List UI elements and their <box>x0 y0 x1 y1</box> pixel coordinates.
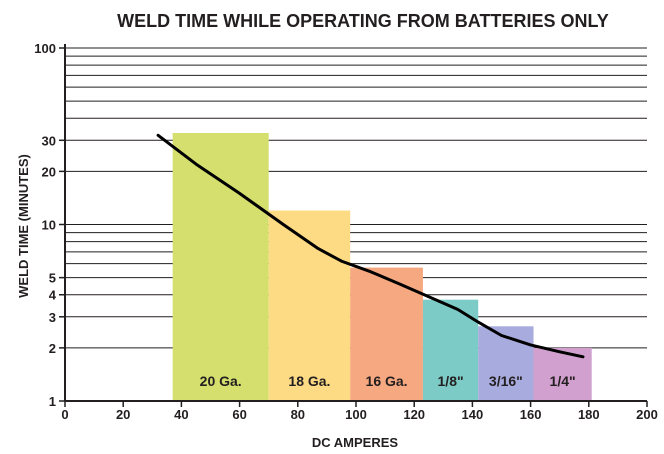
x-tick-label-200: 200 <box>636 407 658 422</box>
grid-layer <box>65 47 647 349</box>
x-tick-label-160: 160 <box>520 407 542 422</box>
x-tick-label-140: 140 <box>462 407 484 422</box>
bar-label-4: 1/8" <box>438 373 464 389</box>
bar-1 <box>172 132 269 401</box>
y-tick-label-4: 4 <box>49 288 57 303</box>
bar-label-6: 1/4" <box>550 373 576 389</box>
x-tick-label-20: 20 <box>116 407 130 422</box>
y-tick-label-1: 1 <box>49 394 56 409</box>
bar-label-1: 20 Ga. <box>200 373 242 389</box>
x-tick-label-40: 40 <box>174 407 188 422</box>
y-tick-label-30: 30 <box>42 133 56 148</box>
x-tick-label-100: 100 <box>345 407 367 422</box>
axis-layer: 0 20 40 60 80 100 120 140 160 180 200 1 2 3 4 5 10 20 30 10… <box>34 41 658 422</box>
x-tick-label-180: 180 <box>578 407 600 422</box>
bar-label-3: 16 Ga. <box>366 373 408 389</box>
x-tick-label-80: 80 <box>291 407 305 422</box>
chart-title: WELD TIME WHILE OPERATING FROM BATTERIES… <box>117 11 609 31</box>
y-axis-label: WELD TIME (MINUTES) <box>16 154 31 298</box>
line-layer <box>156 133 585 359</box>
series-line-1 <box>156 133 585 359</box>
bar-label-2: 18 Ga. <box>288 373 330 389</box>
y-tick-label-2: 2 <box>49 341 56 356</box>
y-tick-label-3: 3 <box>49 310 56 325</box>
y-tick-label-5: 5 <box>49 271 56 286</box>
y-tick-label-20: 20 <box>42 164 56 179</box>
y-tick-label-10: 10 <box>42 218 56 233</box>
bar-label-5: 3/16" <box>489 373 523 389</box>
x-axis-label: DC AMPERES <box>312 435 399 450</box>
x-tick-label-0: 0 <box>61 407 68 422</box>
x-tick-label-120: 120 <box>403 407 425 422</box>
y-tick-label-100: 100 <box>34 41 56 56</box>
bar-5 <box>478 326 534 401</box>
bars-layer: 20 Ga. 18 Ga. 16 Ga. 1/8" 3/16" 1/4" <box>172 132 592 401</box>
x-tick-label-60: 60 <box>232 407 246 422</box>
